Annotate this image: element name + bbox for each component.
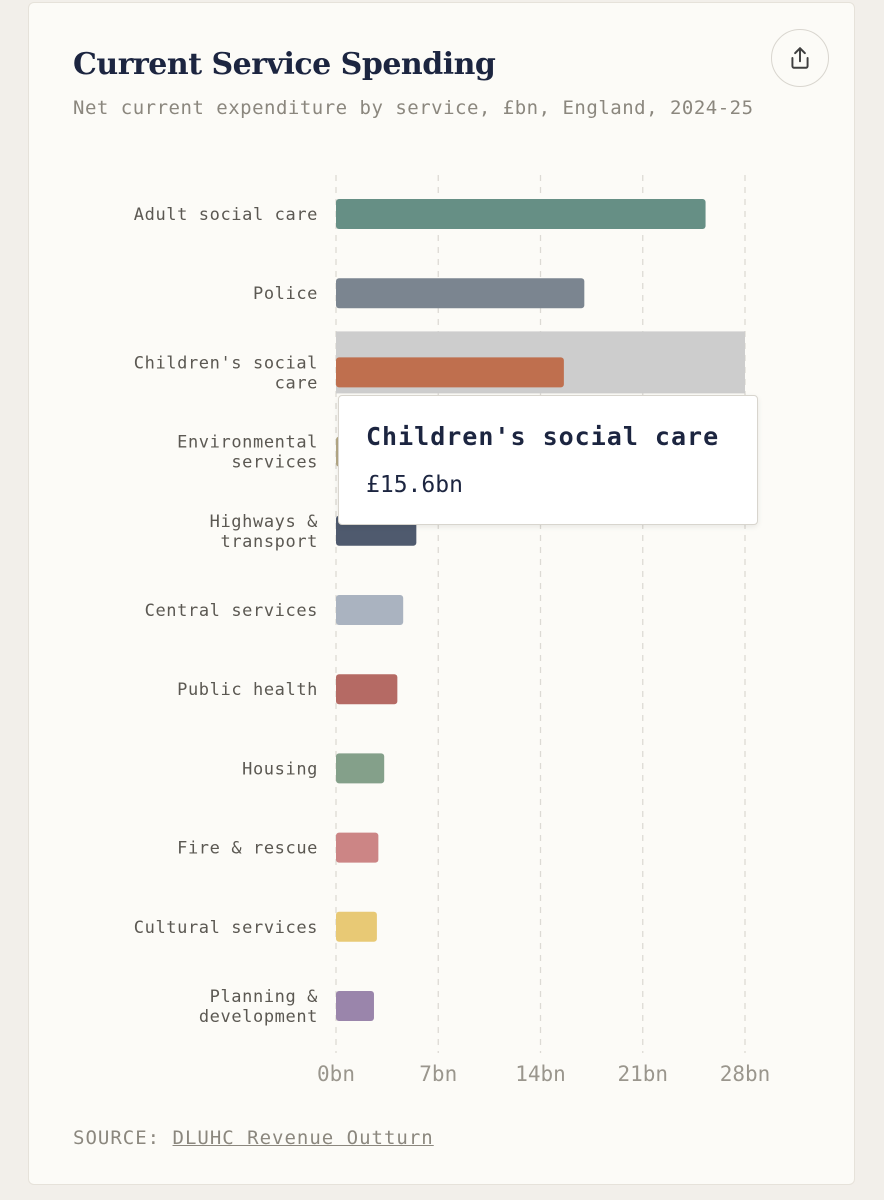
x-tick-label-1: 7bn (419, 1062, 457, 1086)
x-tick-label-3: 21bn (617, 1062, 668, 1086)
category-label-3: Environmental services (177, 433, 318, 473)
bar-chart: Adult social care Police Children's social… (134, 175, 771, 1086)
bar-0 (336, 199, 706, 229)
category-label-7: Housing (242, 759, 318, 779)
category-label-0: Adult social care (134, 205, 318, 225)
bar-8 (336, 832, 379, 863)
share-button[interactable] (771, 29, 829, 87)
bar-5 (336, 595, 404, 625)
bar-7 (336, 753, 385, 784)
tooltip-title: Children's social care (366, 422, 720, 451)
category-label-10: Planning & development (199, 987, 318, 1027)
category-label-5: Central services (145, 601, 318, 621)
bar-6 (336, 674, 398, 705)
tooltip: Children's social care £15.6bn (338, 395, 758, 525)
chart-title: Current Service Spending (73, 47, 496, 82)
category-label-9: Cultural services (134, 918, 318, 938)
x-tick-label-4: 28bn (720, 1062, 771, 1086)
bar-10 (336, 991, 374, 1021)
x-tick-label-2: 14bn (515, 1062, 566, 1086)
bar-2 (336, 357, 564, 388)
tooltip-value: £15.6bn (366, 472, 463, 498)
category-label-6: Public health (177, 680, 318, 700)
chart-subtitle: Net current expenditure by service, £bn,… (73, 97, 754, 119)
category-label-1: Police (253, 284, 318, 304)
chart-card: Current Service Spending Net current exp… (28, 2, 855, 1185)
source-line: SOURCE: DLUHC Revenue Outturn (73, 1127, 434, 1149)
source-label: SOURCE: (73, 1127, 161, 1149)
category-label-2: Children's social care (134, 353, 318, 393)
share-icon (791, 47, 809, 69)
category-label-4: Highways & transport (210, 512, 319, 552)
source-link[interactable]: DLUHC Revenue Outturn (172, 1127, 434, 1149)
category-label-8: Fire & rescue (177, 839, 318, 859)
bar-1 (336, 278, 585, 309)
bar-9 (336, 911, 377, 942)
x-tick-label-0: 0bn (317, 1062, 355, 1086)
